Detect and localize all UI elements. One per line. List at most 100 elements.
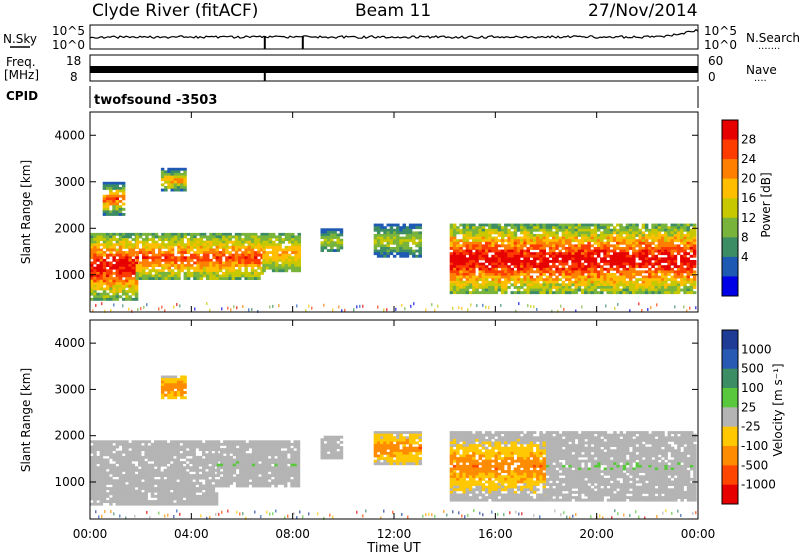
heatmap-cell [170, 183, 174, 187]
heatmap-cell [234, 240, 239, 244]
heatmap-cell [176, 188, 181, 192]
heatmap-cell [452, 275, 457, 279]
heatmap-cell [545, 270, 550, 274]
heatmap-cell [539, 247, 543, 250]
heatmap-cell [532, 291, 537, 295]
heatmap-cell [128, 274, 132, 278]
heatmap-cell [619, 257, 623, 261]
heatmap-cell [616, 228, 620, 232]
heatmap-cell [683, 236, 687, 240]
heatmap-cell [99, 442, 104, 446]
heatmap-cell [278, 256, 282, 260]
heatmap-cell [542, 234, 546, 237]
heatmap-cell [134, 442, 139, 446]
heatmap-cell [170, 180, 174, 184]
heatmap-cell [488, 291, 492, 295]
heatmap-cell [198, 448, 203, 451]
heatmap-cell [603, 226, 607, 230]
heatmap-cell [131, 271, 136, 275]
heatmap-cell [109, 450, 113, 454]
heatmap-cell [532, 280, 537, 284]
heatmap-cell [667, 278, 671, 282]
heatmap-cell [622, 239, 626, 243]
heatmap-cell [590, 252, 594, 256]
heatmap-cell [628, 254, 633, 258]
heatmap-cell [122, 271, 126, 275]
heatmap-cell [180, 188, 184, 192]
heatmap-cell [150, 494, 155, 498]
heatmap-cell [218, 243, 223, 247]
heatmap-cell [96, 476, 100, 480]
heatmap-cell [555, 291, 559, 295]
heatmap-cell [683, 267, 687, 271]
heatmap-cell [383, 446, 387, 450]
heatmap-cell [584, 252, 588, 256]
heatmap-cell [667, 267, 671, 271]
heatmap-cell [96, 471, 100, 475]
heatmap-cell [326, 230, 331, 234]
heatmap-cell [399, 462, 403, 466]
heatmap-cell [166, 458, 171, 462]
heatmap-cell [676, 234, 681, 237]
heatmap-cell [195, 481, 200, 485]
heatmap-cell [516, 267, 521, 271]
heatmap-cell [164, 274, 168, 278]
heatmap-cell [660, 228, 665, 232]
heatmap-cell [90, 248, 94, 252]
heatmap-cell [606, 228, 610, 232]
heatmap-cell [380, 457, 384, 460]
heatmap-cell [587, 288, 591, 292]
heatmap-cell [648, 231, 652, 235]
heatmap-cell [142, 253, 146, 257]
heatmap-cell [612, 228, 617, 232]
heatmap-cell [654, 244, 658, 248]
heatmap-cell [198, 489, 203, 493]
heatmap-cell [333, 233, 337, 237]
heatmap-cell [644, 278, 649, 282]
heatmap-cell [386, 462, 390, 466]
heatmap-cell [667, 239, 671, 243]
heatmap-cell [170, 479, 174, 483]
heatmap-cell [373, 241, 378, 245]
heatmap-cell [574, 260, 578, 263]
heatmap-cell [251, 442, 256, 446]
heatmap-cell [106, 471, 110, 475]
heatmap-cell [462, 288, 466, 292]
heatmap-cell [628, 262, 633, 266]
heatmap-cell [183, 175, 187, 179]
heatmap-cell [189, 450, 193, 454]
heatmap-speckle [437, 304, 439, 308]
heatmap-cell [376, 244, 381, 248]
heatmap-cell [654, 228, 658, 232]
heatmap-cell [151, 274, 156, 278]
heatmap-cell [587, 234, 591, 237]
heatmap-cell [616, 239, 620, 243]
heatmap-cell [564, 257, 569, 261]
heatmap-cell [170, 487, 174, 490]
heatmap-cell [268, 251, 273, 254]
heatmap-cell [606, 252, 610, 256]
heatmap-cell [223, 463, 227, 467]
heatmap-cell [131, 463, 136, 467]
heatmap-cell [603, 257, 607, 261]
heatmap-cell [215, 232, 220, 236]
heatmap-cell [239, 458, 243, 462]
heatmap-cell [170, 245, 175, 249]
heatmap-cell [513, 260, 518, 263]
heatmap-cell [96, 474, 100, 477]
heatmap-speckle [650, 306, 652, 310]
heatmap-cell [552, 270, 556, 274]
heatmap-cell [138, 277, 143, 280]
heatmap-cell [131, 277, 136, 280]
heatmap-cell [632, 241, 636, 245]
heatmap-cell [287, 264, 292, 267]
heatmap-cell [494, 249, 498, 253]
heatmap-cell [93, 282, 97, 286]
heatmap-cell [163, 471, 168, 475]
heatmap-cell [157, 481, 161, 485]
heatmap-cell [500, 257, 505, 261]
heatmap-cell [163, 489, 168, 493]
heatmap-cell [478, 265, 482, 269]
heatmap-cell [500, 236, 505, 240]
heatmap-cell [112, 192, 116, 196]
